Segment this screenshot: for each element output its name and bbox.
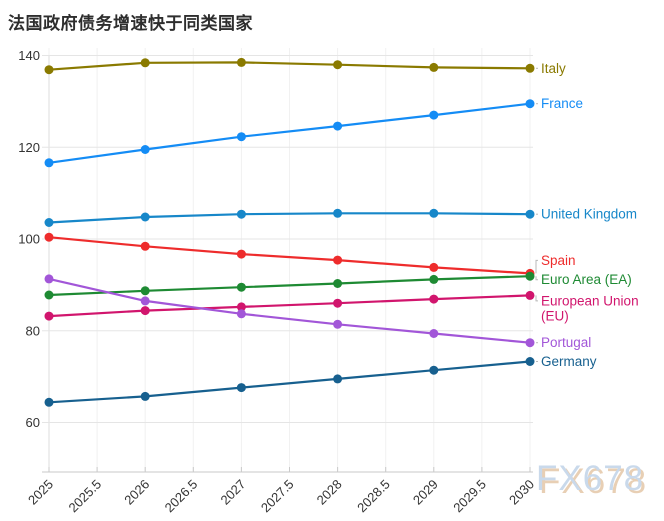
series-label-france[interactable]: France: [541, 96, 583, 111]
series-line-united-kingdom: [48, 212, 531, 224]
y-axis-tick-label: 140: [18, 48, 40, 63]
label-connector: [535, 259, 538, 274]
series-label-euro-area-ea[interactable]: Euro Area (EA): [541, 272, 632, 287]
data-point-france[interactable]: [236, 132, 246, 142]
data-point-italy[interactable]: [333, 60, 343, 70]
series-label-spain[interactable]: Spain: [541, 253, 576, 268]
series-line-euro-area-ea: [48, 275, 531, 297]
series-label-european-union-eu[interactable]: European Union: [541, 293, 639, 308]
y-axis-tick-label: 60: [26, 415, 40, 430]
x-axis-tick-label: 2029: [410, 477, 441, 508]
series-label-portugal[interactable]: Portugal: [541, 335, 591, 350]
x-axis-tick-label: 2027: [217, 477, 248, 508]
data-point-european-union-eu[interactable]: [44, 311, 54, 321]
data-point-euro-area-ea[interactable]: [140, 286, 150, 296]
data-point-spain[interactable]: [140, 241, 150, 251]
label-connector: [535, 276, 538, 281]
data-point-united-kingdom[interactable]: [525, 209, 535, 219]
data-point-italy[interactable]: [236, 57, 246, 67]
data-point-european-union-eu[interactable]: [429, 294, 439, 304]
watermark: FX678: [536, 459, 645, 498]
data-point-germany[interactable]: [429, 365, 439, 375]
x-axis-tick-label: 2026: [121, 477, 152, 508]
data-point-germany[interactable]: [333, 374, 343, 384]
x-axis-tick-label: 2028: [314, 477, 345, 508]
data-point-portugal[interactable]: [525, 338, 535, 348]
data-point-euro-area-ea[interactable]: [44, 290, 54, 300]
data-point-spain[interactable]: [236, 249, 246, 259]
series-line-germany: [48, 360, 531, 404]
series-label-germany[interactable]: Germany: [541, 354, 597, 369]
data-point-france[interactable]: [429, 110, 439, 120]
data-point-united-kingdom[interactable]: [140, 212, 150, 222]
data-point-france[interactable]: [140, 145, 150, 154]
x-axis-tick-label: 2029.5: [450, 477, 489, 516]
data-point-portugal[interactable]: [140, 296, 150, 306]
data-point-euro-area-ea[interactable]: [525, 271, 535, 281]
data-point-united-kingdom[interactable]: [236, 209, 246, 219]
data-point-spain[interactable]: [44, 232, 54, 242]
data-point-france[interactable]: [333, 121, 343, 131]
data-point-france[interactable]: [44, 158, 54, 168]
series-label-italy[interactable]: Italy: [541, 61, 566, 76]
series-line-portugal: [48, 277, 531, 344]
data-point-italy[interactable]: [429, 62, 439, 72]
data-point-european-union-eu[interactable]: [525, 290, 535, 300]
data-point-portugal[interactable]: [236, 309, 246, 319]
y-axis-tick-label: 80: [26, 323, 40, 338]
data-point-italy[interactable]: [140, 58, 150, 68]
data-point-france[interactable]: [525, 99, 535, 109]
data-point-spain[interactable]: [429, 262, 439, 272]
x-axis-tick-label: 2025: [25, 477, 56, 508]
series-label-european-union-eu[interactable]: (EU): [541, 308, 569, 323]
y-axis-tick-label: 120: [18, 140, 40, 155]
data-point-germany[interactable]: [140, 391, 150, 401]
x-axis-tick-label: 2025.5: [65, 477, 104, 516]
data-point-germany[interactable]: [44, 397, 54, 407]
label-connector: [535, 295, 538, 302]
x-axis-tick-label: 2028.5: [354, 477, 393, 516]
data-point-italy[interactable]: [44, 65, 54, 75]
data-point-european-union-eu[interactable]: [140, 306, 150, 316]
x-axis-tick-label: 2026.5: [162, 477, 201, 516]
y-axis-tick-label: 100: [18, 232, 40, 247]
chart-title: 法国政府债务增速快于同类国家: [8, 14, 253, 33]
series-line-european-union-eu: [48, 294, 531, 318]
series-line-spain: [48, 236, 531, 275]
series-label-united-kingdom[interactable]: United Kingdom: [541, 207, 637, 222]
data-point-euro-area-ea[interactable]: [333, 279, 343, 288]
data-point-united-kingdom[interactable]: [44, 218, 54, 227]
data-point-united-kingdom[interactable]: [333, 208, 343, 218]
data-point-portugal[interactable]: [44, 274, 54, 284]
x-axis-tick-label: 2030: [506, 477, 537, 508]
data-point-european-union-eu[interactable]: [236, 302, 246, 312]
x-axis-tick-label: 2027.5: [258, 477, 297, 516]
data-point-european-union-eu[interactable]: [333, 298, 343, 308]
series-line-france: [48, 102, 531, 164]
data-point-united-kingdom[interactable]: [429, 208, 439, 218]
data-point-germany[interactable]: [236, 383, 246, 393]
series-line-italy: [48, 61, 531, 71]
data-point-spain[interactable]: [333, 255, 343, 265]
data-point-italy[interactable]: [525, 63, 535, 73]
data-point-portugal[interactable]: [429, 329, 439, 338]
data-point-euro-area-ea[interactable]: [236, 282, 246, 292]
data-point-euro-area-ea[interactable]: [429, 274, 439, 284]
data-point-germany[interactable]: [525, 357, 535, 366]
data-point-portugal[interactable]: [333, 319, 343, 329]
